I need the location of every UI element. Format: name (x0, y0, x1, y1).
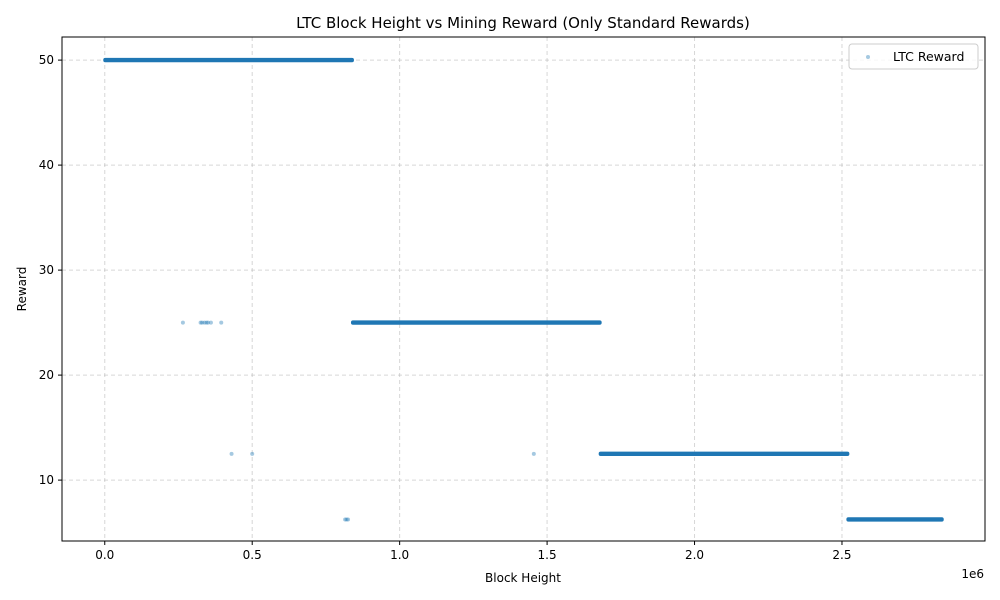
data-point (208, 320, 213, 325)
data-point (531, 451, 536, 456)
data-point (219, 320, 224, 325)
data-point (202, 320, 207, 325)
x-tick-label: 2.5 (832, 548, 851, 562)
y-tick-label: 40 (39, 158, 54, 172)
x-tick-label: 0.5 (243, 548, 262, 562)
x-tick-label: 1.0 (390, 548, 409, 562)
x-tick-label: 0.0 (95, 548, 114, 562)
legend-label: LTC Reward (893, 49, 964, 64)
data-point (229, 451, 234, 456)
dense-point-run (103, 57, 354, 63)
x-tick-label: 1.5 (538, 548, 557, 562)
y-tick-label: 20 (39, 368, 54, 382)
y-axis-ticks: 10 20 30 40 50 (39, 53, 62, 487)
data-point (346, 517, 351, 522)
plot-area-frame (61, 36, 986, 542)
data-point (344, 517, 349, 522)
x-axis-ticks: 0.0 0.5 1.0 1.5 2.0 2.5 (95, 541, 852, 562)
x-axis-offset-text: 1e6 (961, 567, 984, 581)
legend-box (848, 43, 979, 70)
y-tick-label: 50 (39, 53, 54, 67)
chart-title: LTC Block Height vs Mining Reward (Only … (296, 14, 750, 32)
y-axis-label: Reward (15, 267, 29, 312)
data-point (204, 320, 209, 325)
data-point (198, 320, 203, 325)
x-tick-label: 2.0 (685, 548, 704, 562)
legend: LTC Reward (848, 43, 979, 70)
data-point (250, 451, 255, 456)
data-point (200, 320, 205, 325)
data-point (205, 320, 210, 325)
dense-point-run (598, 451, 850, 457)
x-axis-label: Block Height (485, 571, 561, 585)
grid-lines (62, 37, 985, 541)
dense-point-run (350, 320, 602, 325)
data-point (343, 517, 348, 522)
data-points (103, 57, 944, 522)
y-tick-label: 10 (39, 473, 54, 487)
y-tick-label: 30 (39, 263, 54, 277)
data-point (180, 320, 185, 325)
dense-point-run (846, 517, 944, 522)
legend-marker (866, 55, 870, 59)
